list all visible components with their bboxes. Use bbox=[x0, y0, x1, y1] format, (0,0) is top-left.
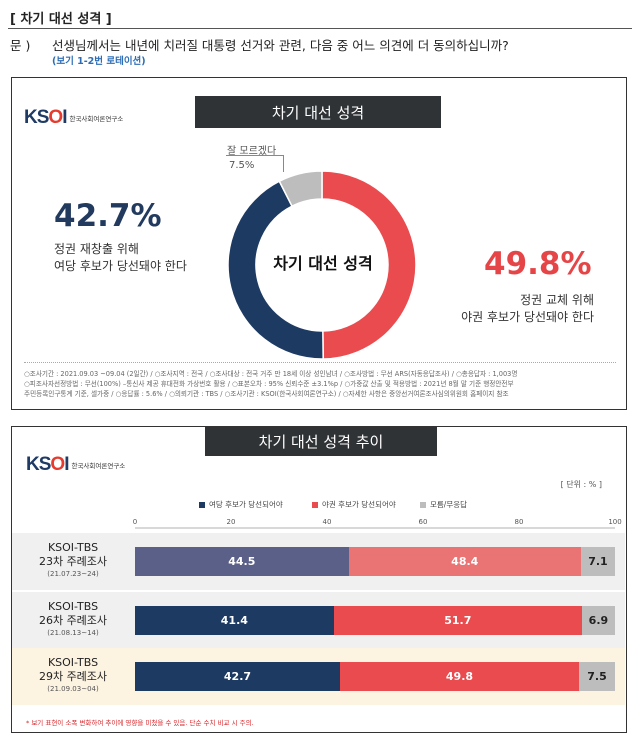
bar-segment-opposition: 49.8 bbox=[339, 662, 579, 691]
bar-value-label: 42.7 bbox=[223, 670, 252, 683]
donut-slice-opposition bbox=[321, 170, 417, 360]
footnote-line: ○조사기간 : 2021.09.03 ~09.04 (2일간) / ○조사지역 … bbox=[24, 370, 518, 378]
legend-label: 야권 후보가 당선되어야 bbox=[322, 500, 396, 509]
legend-label: 모름/무응답 bbox=[430, 500, 468, 509]
opposition-value: 49.8% bbox=[484, 246, 592, 282]
x-tick-label: 0 bbox=[133, 518, 137, 526]
bar-segment-ruling: 41.4 bbox=[135, 606, 334, 635]
x-tick-label: 80 bbox=[515, 518, 524, 526]
category-line1: KSOI-TBS bbox=[47, 656, 99, 669]
bar-segment-unsure: 7.5 bbox=[579, 662, 615, 691]
legend-swatch bbox=[199, 501, 205, 508]
logo-mark: KSOI bbox=[24, 107, 67, 128]
ruling-value: 42.7% bbox=[54, 198, 162, 234]
unsure-label: 잘 모르겠다 bbox=[227, 146, 277, 157]
ruling-desc-line2: 여당 후보가 당선돼야 한다 bbox=[54, 259, 187, 273]
bar-segment-opposition: 51.7 bbox=[333, 606, 582, 635]
donut-slice-unsure bbox=[278, 170, 323, 208]
category-line2: 29차 주례조사 bbox=[38, 670, 108, 684]
category-label: KSOI-TBS 26차 주례조사 (21.08.13~14) bbox=[12, 600, 134, 638]
legend-item: 여당 후보가 당선되어야 bbox=[199, 499, 283, 510]
bar-value-label: 41.4 bbox=[220, 614, 248, 627]
survey-footnote: ○조사기간 : 2021.09.03 ~09.04 (2일간) / ○조사지역 … bbox=[24, 362, 616, 400]
legend-swatch bbox=[420, 501, 426, 508]
section-title: [ 차기 대선 성격 ] bbox=[10, 12, 112, 27]
bar-value-label: 51.7 bbox=[444, 614, 472, 627]
bar-segment-ruling: 42.7 bbox=[135, 662, 340, 691]
bar-segment-opposition: 48.4 bbox=[348, 547, 581, 576]
footnote-line: 주민등록인구통계 기준, 셀가중 / ○응답률 : 5.6% / ○의뢰기관 :… bbox=[24, 390, 509, 399]
donut-center-label: 차기 대선 성격 bbox=[273, 254, 373, 273]
bar-value-label: 6.9 bbox=[588, 614, 609, 627]
category-label: KSOI-TBS 23차 주례조사 (21.07.23~24) bbox=[12, 541, 134, 579]
legend-item: 모름/무응답 bbox=[420, 499, 467, 510]
bar-segment-ruling: 44.5 bbox=[135, 547, 349, 576]
bar-value-label: 48.4 bbox=[451, 555, 479, 568]
leader-line bbox=[226, 155, 284, 172]
logo-subtitle: 한국사회여론연구소 bbox=[69, 115, 124, 123]
category-line1: KSOI-TBS bbox=[47, 600, 99, 613]
opposition-desc-line2: 야권 후보가 당선돼야 한다 bbox=[461, 310, 594, 324]
x-tick-label: 60 bbox=[419, 518, 428, 526]
bar-segment-unsure: 7.1 bbox=[580, 547, 615, 576]
category-date: (21.07.23~24) bbox=[47, 569, 99, 578]
donut-chart-panel: KSOI 한국사회여론연구소 차기 대선 성격 잘 모르겠다 7.5% 차기 대… bbox=[11, 77, 627, 410]
logo-mark: KSOI bbox=[26, 454, 69, 475]
bar-value-label: 49.8 bbox=[445, 670, 474, 683]
bar-segment-unsure: 6.9 bbox=[581, 606, 615, 635]
category-label: KSOI-TBS 29차 주례조사 (21.09.03~04) bbox=[12, 656, 134, 694]
footnote-line: ○피조사자선정방법 : 무선(100%) –통신사 제공 휴대전화 가상번호 활… bbox=[24, 380, 514, 389]
unit-label: [ 단위 : % ] bbox=[560, 480, 602, 489]
logo-subtitle: 한국사회여론연구소 bbox=[71, 462, 126, 470]
question-text: 선생님께서는 내년에 치러질 대통령 선거와 관련, 다음 중 어느 의견에 더… bbox=[52, 38, 509, 53]
ksoi-logo: KSOI 한국사회여론연구소 bbox=[26, 454, 125, 476]
bottom-note: * 보기 표현이 소폭 변화하여 추이에 영향을 미쳤을 수 있음. 단순 수치… bbox=[26, 719, 254, 727]
category-date: (21.08.13~14) bbox=[47, 628, 99, 637]
donut-slice-ruling bbox=[227, 180, 324, 360]
legend-swatch bbox=[312, 501, 318, 508]
chart-title-banner: 차기 대선 성격 추이 bbox=[205, 427, 437, 456]
unsure-value: 7.5% bbox=[229, 160, 255, 171]
category-date: (21.09.03~04) bbox=[47, 684, 99, 693]
legend-label: 여당 후보가 당선되어야 bbox=[209, 500, 283, 509]
question-label: 문 ) bbox=[10, 38, 31, 53]
bar-value-label: 7.1 bbox=[588, 555, 608, 568]
ruling-desc-line1: 정권 재창출 위해 bbox=[54, 242, 139, 256]
trend-chart-panel: KSOI 한국사회여론연구소 차기 대선 성격 추이 [ 단위 : % ] 여당… bbox=[11, 426, 627, 733]
donut-chart bbox=[227, 170, 417, 360]
x-tick-label: 40 bbox=[323, 518, 332, 526]
opposition-desc-line1: 정권 교체 위해 bbox=[520, 293, 594, 307]
category-line2: 26차 주례조사 bbox=[38, 614, 108, 628]
ksoi-logo: KSOI 한국사회여론연구소 bbox=[24, 107, 123, 129]
chart-title-banner: 차기 대선 성격 bbox=[195, 96, 441, 128]
bar-value-label: 7.5 bbox=[587, 670, 607, 683]
x-tick-label: 100 bbox=[608, 518, 621, 526]
x-axis: 0 20 40 60 80 100 bbox=[133, 518, 622, 529]
category-line1: KSOI-TBS bbox=[47, 541, 99, 554]
category-line2: 23차 주례조사 bbox=[38, 555, 108, 569]
title-divider bbox=[8, 28, 632, 29]
legend-item: 야권 후보가 당선되어야 bbox=[312, 499, 396, 510]
question-note: (보기 1-2번 로테이션) bbox=[52, 56, 146, 67]
x-tick-label: 20 bbox=[227, 518, 236, 526]
bar-value-label: 44.5 bbox=[228, 555, 256, 568]
